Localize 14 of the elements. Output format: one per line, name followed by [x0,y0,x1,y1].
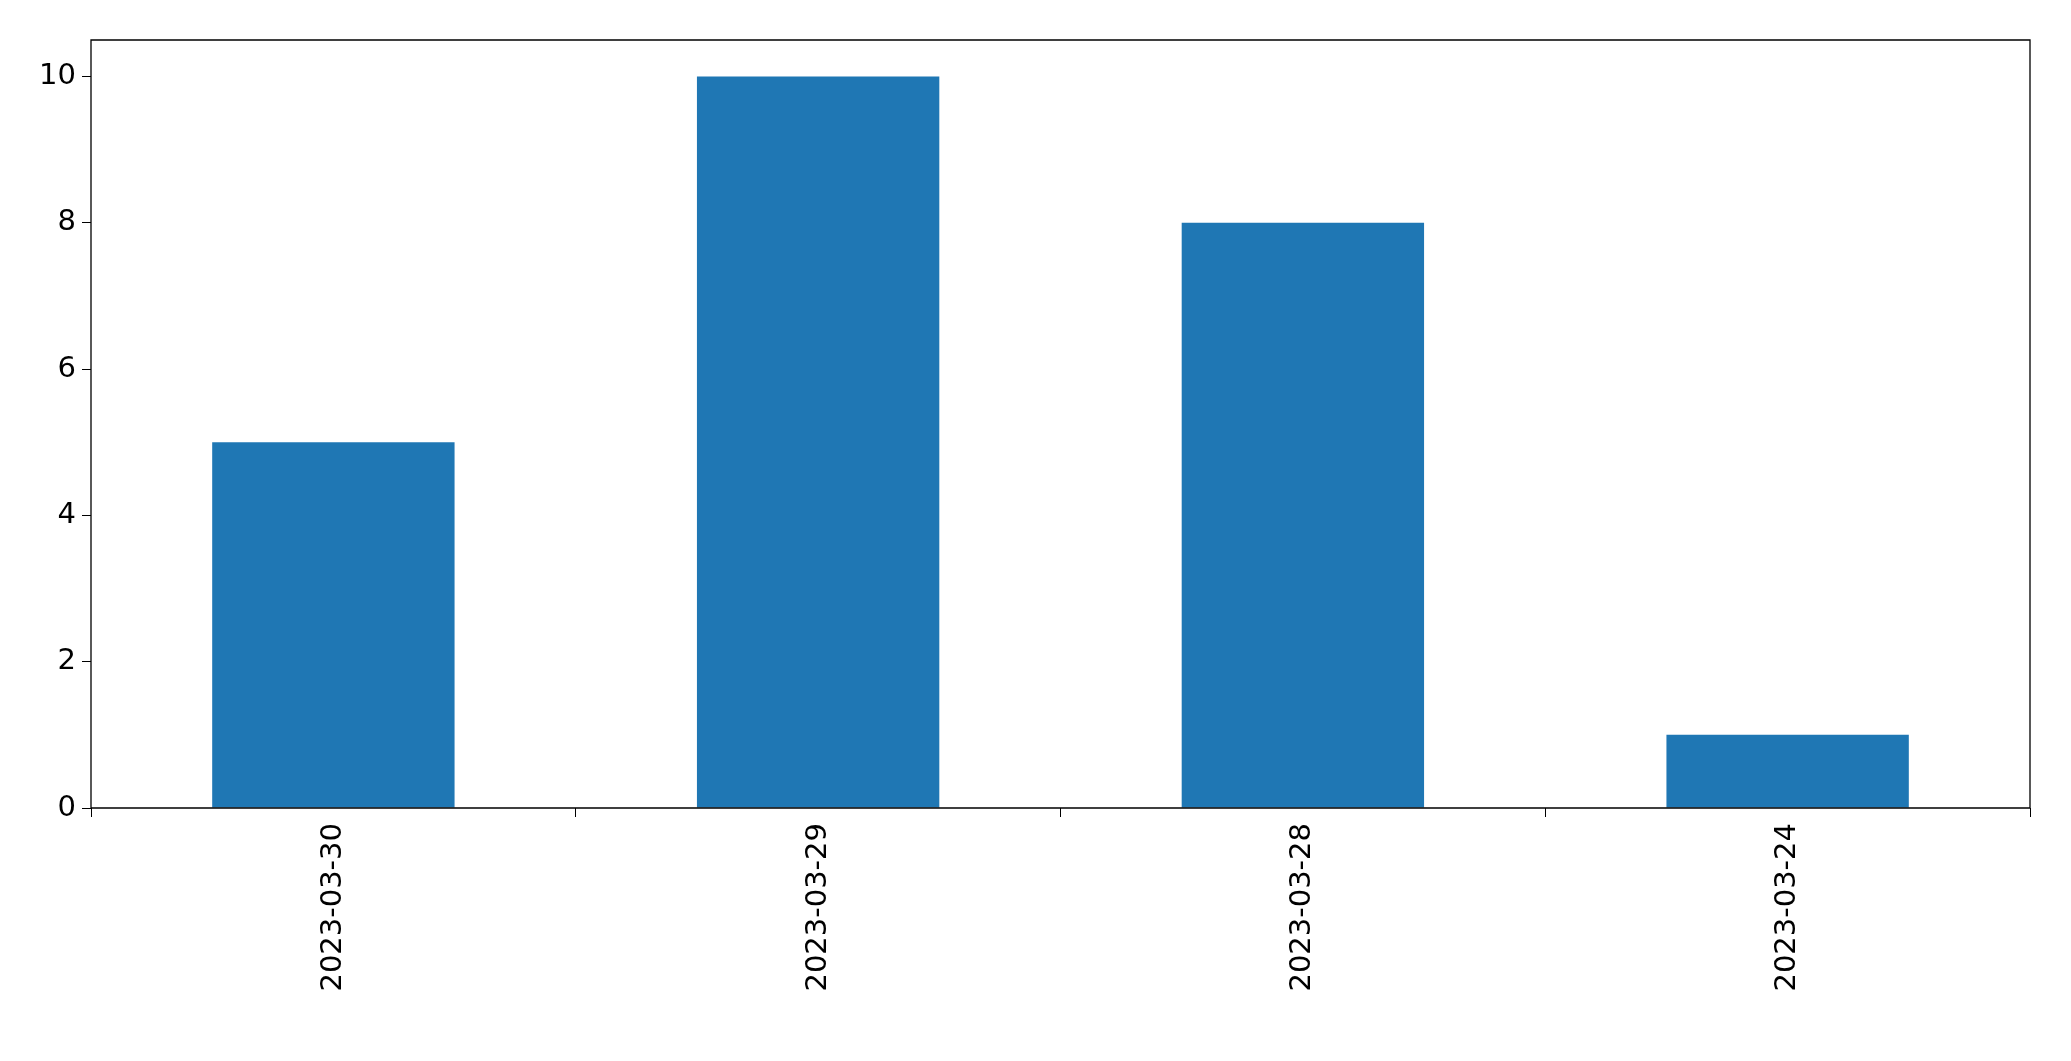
x-tick-label: 2023-03-24 [1768,823,1803,992]
y-tick-label: 2 [57,642,76,677]
bar [696,76,940,808]
y-tick-label: 6 [57,349,76,384]
x-tick-label: 2023-03-28 [1283,823,1318,992]
bar [212,442,455,808]
x-tick-label: 2023-03-30 [313,823,348,992]
x-tick-label: 2023-03-29 [798,823,833,992]
y-tick-label: 4 [57,495,76,530]
y-tick-label: 8 [57,203,76,238]
bar [1666,734,1909,808]
y-tick-label: 0 [57,788,76,823]
y-tick-label: 10 [39,57,76,92]
bar [1181,222,1425,808]
